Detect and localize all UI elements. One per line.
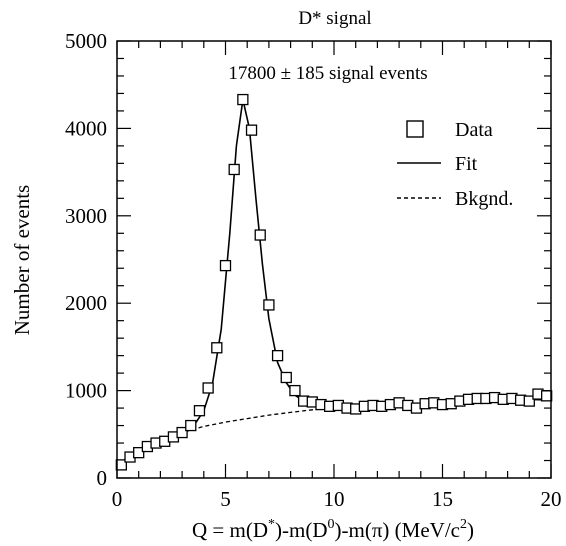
series-layer: [115, 93, 553, 471]
data-point: [237, 93, 249, 106]
legend-label: Bkgnd.: [455, 188, 513, 210]
data-point: [133, 447, 145, 459]
x-axis-title-lead: Q = m(D: [192, 518, 268, 542]
data-point: [219, 259, 232, 272]
plot-frame: [116, 40, 552, 479]
data-point: [193, 405, 206, 417]
data-point: [280, 371, 292, 384]
y-axis-title: Number of events: [10, 185, 34, 335]
x-tick-label: 0: [112, 487, 123, 511]
y-tick-label: 0: [97, 466, 108, 490]
data-point: [523, 395, 535, 407]
chart-title: D* signal: [298, 8, 371, 29]
data-point: [228, 163, 240, 176]
y-tick-label: 4000: [65, 116, 107, 140]
data-point: [176, 426, 188, 439]
axes-layer: 0 5 10 15 20 0 1000 2000 3000 4000 5000: [65, 29, 562, 511]
y-tick-label: 1000: [65, 379, 107, 403]
legend-label: Fit: [455, 153, 478, 175]
x-axis-title-sup-zero: 0: [328, 517, 335, 532]
x-tick-label: 20: [541, 487, 562, 511]
x-tick-label: 10: [324, 487, 345, 511]
x-axis-title-mid2: )-m(π) (MeV/c: [335, 518, 460, 542]
data-point: [245, 124, 258, 136]
x-axis-title: Q = m(D*)-m(D0)-m(π) (MeV/c2): [192, 517, 474, 542]
x-axis-title-sup-star: *: [268, 517, 275, 532]
x-tick-label: 5: [220, 487, 231, 511]
legend: Data Fit Bkgnd.: [397, 119, 513, 210]
data-point: [254, 229, 266, 241]
x-axis-title-mid1: )-m(D: [275, 518, 327, 542]
data-point: [541, 390, 553, 402]
legend-data-marker: [406, 120, 424, 138]
data-point: [185, 419, 197, 432]
x-tick-label: 15: [432, 487, 453, 511]
data-point: [211, 342, 223, 354]
data-point: [202, 382, 214, 394]
data-point: [263, 299, 275, 311]
data-point: [271, 349, 284, 362]
x-axis-title-tail: ): [467, 518, 474, 542]
y-tick-label: 5000: [65, 29, 107, 53]
signal-events-annotation: 17800 ± 185 signal events: [228, 63, 427, 84]
legend-label: Data: [455, 119, 493, 141]
data-point: [289, 384, 301, 397]
y-tick-label: 2000: [65, 291, 107, 315]
x-axis-title-sup-two: 2: [460, 517, 467, 532]
y-tick-label: 3000: [65, 204, 107, 228]
